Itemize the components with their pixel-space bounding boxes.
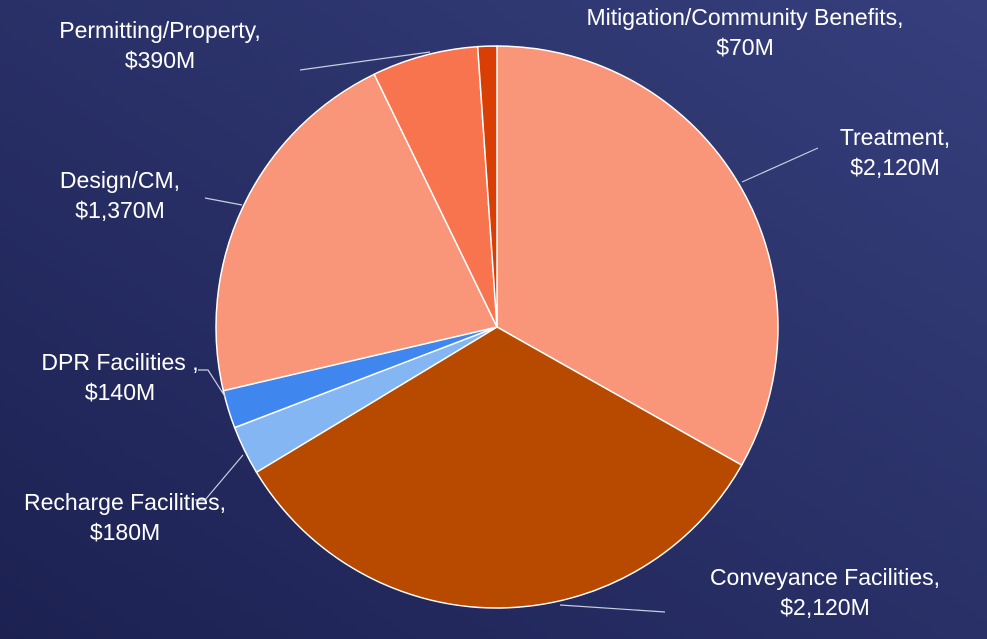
- category-label: DPR Facilities ,: [41, 349, 198, 375]
- pie-slice: [476, 45, 498, 328]
- category-label: Recharge Facilities,: [24, 489, 226, 515]
- slice-label: Conveyance Facilities, $2,120M: [710, 564, 940, 620]
- value-label: $140M: [85, 379, 155, 405]
- slice-label: Permitting/Property, $390M: [59, 17, 261, 73]
- value-label: $70M: [716, 34, 774, 60]
- leader-lines: [195, 51, 819, 613]
- pie-slice: [215, 73, 499, 392]
- slice-label: Mitigation/Community Benefits, $70M: [586, 4, 903, 60]
- slice-label: DPR Facilities , $140M: [41, 349, 198, 405]
- value-label: $1,370M: [75, 197, 165, 223]
- category-label: Mitigation/Community Benefits,: [586, 4, 903, 30]
- slice-label: Treatment, $2,120M: [840, 124, 950, 180]
- pie-slice: [255, 326, 743, 609]
- category-label: Treatment,: [840, 124, 950, 150]
- value-label: $2,120M: [850, 154, 940, 180]
- category-label: Permitting/Property,: [59, 17, 261, 43]
- value-label: $390M: [125, 47, 195, 73]
- value-label: $180M: [90, 519, 160, 545]
- slice-label: Design/CM, $1,370M: [60, 167, 180, 223]
- value-label: $2,120M: [780, 594, 870, 620]
- slice-label: Recharge Facilities, $180M: [24, 489, 226, 545]
- category-label: Conveyance Facilities,: [710, 564, 940, 590]
- pie-slice: [496, 45, 779, 467]
- category-label: Design/CM,: [60, 167, 180, 193]
